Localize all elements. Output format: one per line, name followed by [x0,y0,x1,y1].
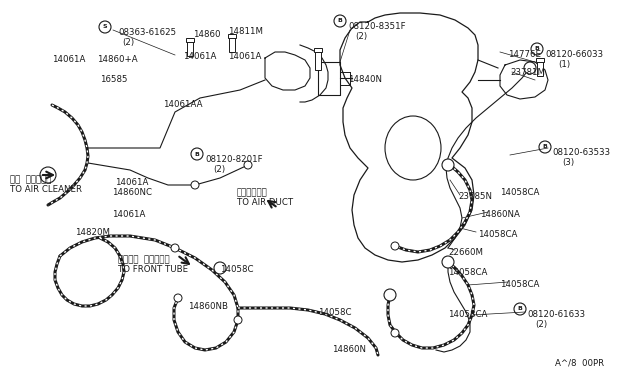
Text: 14860NA: 14860NA [480,210,520,219]
Bar [314,48,322,52]
Text: 14058C: 14058C [318,308,351,317]
Text: 14820M: 14820M [75,228,110,237]
Text: エアダクトへ: エアダクトへ [237,188,268,197]
Text: 14860+A: 14860+A [97,55,138,64]
Bar [537,62,543,76]
Text: 23785N: 23785N [458,192,492,201]
Bar [228,34,236,38]
Text: A^/8  00PR: A^/8 00PR [555,358,604,367]
Circle shape [442,256,454,268]
Circle shape [442,159,454,171]
Bar [186,38,194,42]
Text: B: B [543,144,547,150]
Text: (3): (3) [562,158,574,167]
Bar [187,42,193,56]
Bar [229,38,235,52]
Text: 14061A: 14061A [228,52,261,61]
Text: 14776E: 14776E [508,50,541,59]
Text: (2): (2) [122,38,134,47]
Text: S: S [102,25,108,29]
Circle shape [384,289,396,301]
Text: 14840N: 14840N [348,75,382,84]
Text: 14058CA: 14058CA [478,230,517,239]
Text: 08120-63533: 08120-63533 [552,148,610,157]
Text: 08120-66033: 08120-66033 [545,50,603,59]
Text: 14061AA: 14061AA [163,100,202,109]
Text: 14058CA: 14058CA [500,280,540,289]
Bar [536,58,544,62]
Text: 14860NC: 14860NC [112,188,152,197]
Text: 22660M: 22660M [448,248,483,257]
Text: 14860NB: 14860NB [188,302,228,311]
Text: (2): (2) [535,320,547,329]
Text: 14058C: 14058C [220,265,253,274]
Text: 08120-8201F: 08120-8201F [205,155,262,164]
Circle shape [174,294,182,302]
Text: 14860: 14860 [193,30,221,39]
Text: 08120-61633: 08120-61633 [527,310,585,319]
Text: B: B [534,46,540,51]
Text: 23781M: 23781M [510,68,545,77]
Text: 14061A: 14061A [52,55,85,64]
Circle shape [191,181,199,189]
Text: TO FRONT TUBE: TO FRONT TUBE [118,265,188,274]
Circle shape [244,161,252,169]
Text: B: B [337,19,342,23]
Text: 08120-8351F: 08120-8351F [348,22,406,31]
Text: (2): (2) [355,32,367,41]
Circle shape [171,244,179,252]
Text: B: B [195,151,200,157]
Circle shape [40,167,56,183]
Text: エア  クリーナへ: エア クリーナへ [10,175,51,184]
Text: 14061A: 14061A [112,210,145,219]
Text: 14058CA: 14058CA [448,310,488,319]
Circle shape [391,242,399,250]
Text: 14061A: 14061A [115,178,148,187]
Text: TO AIR DUCT: TO AIR DUCT [237,198,293,207]
Text: B: B [518,307,522,311]
Bar [315,52,321,70]
Circle shape [524,62,536,74]
Circle shape [214,262,226,274]
Text: TO AIR CLEANER: TO AIR CLEANER [10,185,82,194]
Circle shape [234,316,242,324]
Text: 08363-61625: 08363-61625 [118,28,176,37]
Text: 14860N: 14860N [332,345,366,354]
Circle shape [391,329,399,337]
Text: (2): (2) [213,165,225,174]
Text: 14058CA: 14058CA [448,268,488,277]
Text: (1): (1) [558,60,570,69]
Text: 16585: 16585 [100,75,127,84]
Text: 14061A: 14061A [183,52,216,61]
Text: フロント  チューブへ: フロント チューブへ [118,255,170,264]
Text: 14811M: 14811M [228,27,263,36]
Text: 14058CA: 14058CA [500,188,540,197]
